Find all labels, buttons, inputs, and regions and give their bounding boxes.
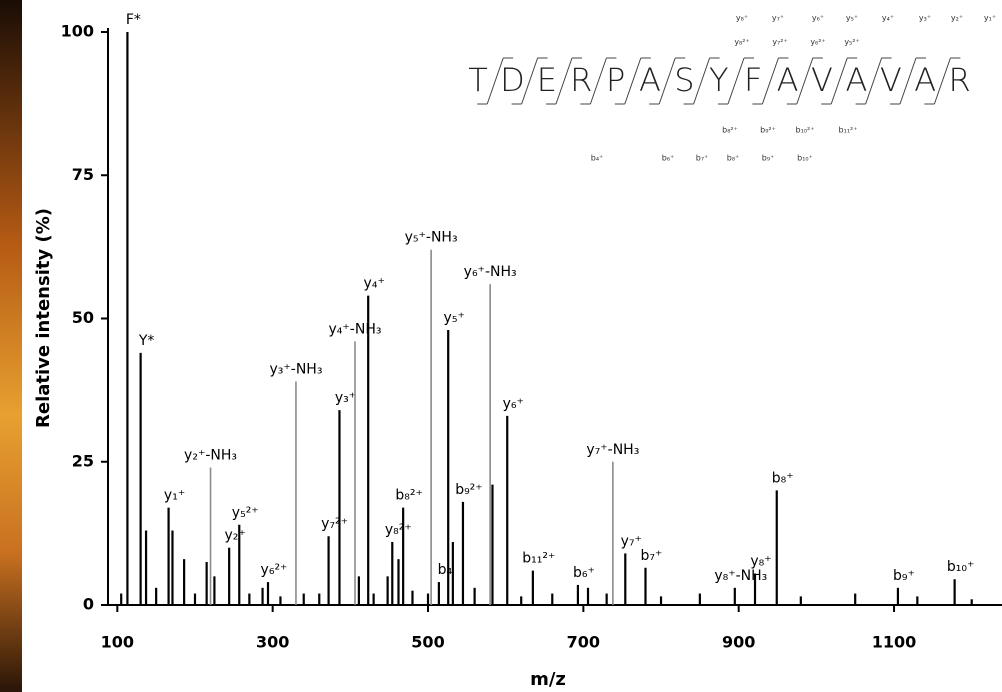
cleavage-mark <box>521 57 539 105</box>
fragment-label: b₉⁺ <box>762 154 775 163</box>
cleavage-mark <box>830 57 848 105</box>
fragment-label: y₅²⁺ <box>844 38 859 47</box>
fragment-label: y₈²⁺ <box>734 38 749 47</box>
fragment-label: y₃⁺ <box>919 14 931 23</box>
cleavage-mark <box>693 57 711 105</box>
residue: V <box>880 61 902 99</box>
cleavage-mark <box>486 57 504 105</box>
fragment-label: b₄⁺ <box>591 154 604 163</box>
x-tick-label: 300 <box>256 633 289 652</box>
fragment-label: b₆⁺ <box>662 154 675 163</box>
peak-label: y₈²⁺ <box>385 522 412 538</box>
y-tick-label: 75 <box>72 165 94 184</box>
cleavage-mark <box>555 57 573 105</box>
cleavage-mark <box>865 57 883 105</box>
peak-label: F* <box>126 12 141 28</box>
peak-label: y₃⁺ <box>335 390 356 406</box>
peak-label: y₇⁺-NH₃ <box>586 442 639 458</box>
sequence-annotation: T D E R P A S Y F A V A V A Ry₈⁺ y₇⁺ y₆⁺ y₅⁺ y₄⁺ y₃⁺ y₂⁺ y₁⁺y… <box>468 14 996 163</box>
residue: T <box>468 61 488 99</box>
peak-label: y₆²⁺ <box>261 562 288 578</box>
fragment-label: b₈⁺ <box>727 154 740 163</box>
cleavage-mark <box>624 57 642 105</box>
peak-label: b₉²⁺ <box>455 482 483 498</box>
fragment-label: y₂⁺ <box>951 14 963 23</box>
x-tick-label: 900 <box>722 633 755 652</box>
cleavage-mark <box>933 57 951 105</box>
x-axis-title: m/z <box>530 669 566 690</box>
cleavage-mark <box>727 57 745 105</box>
peak-label: y₆⁺ <box>503 396 524 412</box>
peak-label: b₈²⁺ <box>395 488 423 504</box>
y-tick-label: 100 <box>61 22 94 41</box>
peak-label: b₁₁²⁺ <box>522 551 555 567</box>
peak-label: y₆⁺-NH₃ <box>464 264 517 280</box>
peak-label: b₁₀⁺ <box>947 559 975 575</box>
peak-label: y₇⁺ <box>621 533 642 549</box>
residue: V <box>811 61 833 99</box>
residue: E <box>537 61 557 99</box>
x-tick-label: 1100 <box>872 633 917 652</box>
fragment-label: b₁₀⁺ <box>797 154 813 163</box>
peak-label: y₃⁺-NH₃ <box>269 362 322 378</box>
residue: P <box>606 61 625 99</box>
cleavage-mark <box>796 57 814 105</box>
peak-label: y₁⁺ <box>164 488 185 504</box>
y-tick-label: 50 <box>72 308 94 327</box>
peak-label: y₂⁺-NH₃ <box>184 447 237 463</box>
cleavage-mark <box>658 57 676 105</box>
peak-label: y₇²⁺ <box>321 516 348 532</box>
x-tick-label: 500 <box>411 633 444 652</box>
peak-label: y₄⁺-NH₃ <box>329 321 382 337</box>
peak-label: y₅⁺ <box>444 310 465 326</box>
peak-label: y₄⁺ <box>364 276 385 292</box>
peak-label: y₂⁺ <box>225 528 246 544</box>
residue: S <box>674 61 694 99</box>
peak-label: Y* <box>138 333 155 349</box>
fragment-label: b₁₁²⁺ <box>839 126 858 135</box>
residue: R <box>948 61 970 99</box>
peak-label: b₇⁺ <box>641 548 663 564</box>
residue: R <box>570 61 592 99</box>
fragment-label: y₆²⁺ <box>810 38 825 47</box>
peak-label: b₆⁺ <box>573 565 595 581</box>
peak-label: y₈⁺ <box>750 553 771 569</box>
residue: F <box>744 61 762 99</box>
residue: Y <box>709 61 729 99</box>
cleavage-mark <box>589 57 607 105</box>
peak-label: y₅⁺-NH₃ <box>405 230 458 246</box>
peak-label: b₉⁺ <box>893 568 915 584</box>
fragment-label: y₇⁺ <box>772 14 784 23</box>
fragment-label: b₈²⁺ <box>722 126 738 135</box>
fragment-label: b₁₀²⁺ <box>796 126 815 135</box>
peak-label: b₄ <box>438 562 453 578</box>
y-axis-title: Relative intensity (%) <box>33 208 54 428</box>
residue: A <box>777 61 799 99</box>
cleavage-mark <box>761 57 779 105</box>
y-tick-label: 0 <box>83 595 94 614</box>
x-tick-label: 700 <box>567 633 600 652</box>
peak-label: y₈⁺-NH₃ <box>714 568 767 584</box>
background-edge <box>0 0 22 692</box>
fragment-label: y₇²⁺ <box>772 38 787 47</box>
residue: A <box>845 61 867 99</box>
fragment-label: y₄⁺ <box>882 14 894 23</box>
x-tick-label: 100 <box>101 633 134 652</box>
peak-label: y₅²⁺ <box>232 505 259 521</box>
fragment-label: y₆⁺ <box>812 14 824 23</box>
y-tick-label: 25 <box>72 451 94 470</box>
fragment-label: b₉²⁺ <box>760 126 776 135</box>
fragment-label: y₈⁺ <box>736 14 748 23</box>
fragment-label: y₁⁺ <box>984 14 996 23</box>
residue: A <box>639 61 661 99</box>
cleavage-mark <box>899 57 917 105</box>
fragment-label: y₅⁺ <box>846 14 858 23</box>
fragment-label: b₇⁺ <box>696 154 709 163</box>
peak-label: b₈⁺ <box>772 470 794 486</box>
residue: D <box>500 61 525 99</box>
residue: A <box>914 61 936 99</box>
